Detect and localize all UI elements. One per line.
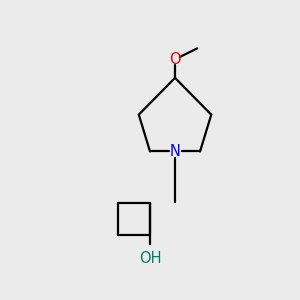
Text: O: O — [169, 52, 181, 67]
Text: N: N — [169, 144, 181, 159]
Text: OH: OH — [139, 251, 161, 266]
